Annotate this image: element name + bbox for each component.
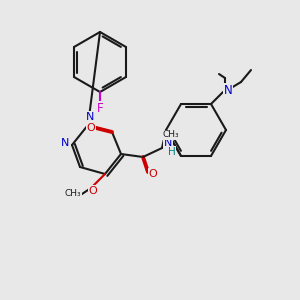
Text: N: N — [86, 112, 94, 122]
Text: F: F — [97, 101, 103, 115]
Text: CH₃: CH₃ — [163, 130, 179, 140]
Text: N: N — [164, 138, 172, 148]
Text: H: H — [168, 147, 176, 157]
Text: N: N — [61, 138, 69, 148]
Text: O: O — [87, 123, 95, 133]
Text: O: O — [148, 169, 158, 179]
Text: N: N — [224, 83, 232, 97]
Text: CH₃: CH₃ — [65, 190, 81, 199]
Text: O: O — [88, 186, 98, 196]
